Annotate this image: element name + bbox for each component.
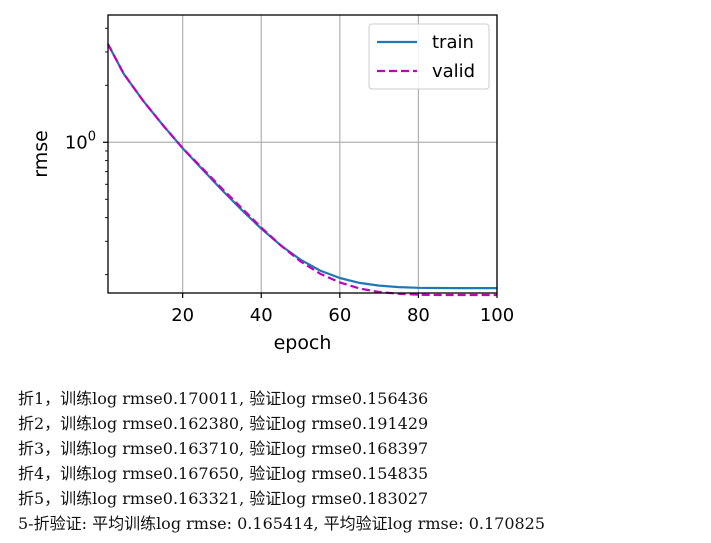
x-tick-label-20: 20 — [171, 305, 194, 326]
rmse-chart: 20 40 60 80 100 100 epoch rmse train valid — [30, 14, 514, 354]
log-line-fold-4: 折4，训练log rmse0.167650, 验证log rmse0.15483… — [18, 464, 429, 483]
log-line-fold-5: 折5，训练log rmse0.163321, 验证log rmse0.18302… — [18, 489, 429, 508]
x-tick-label-60: 60 — [328, 305, 351, 326]
legend-label-train: train — [432, 32, 474, 53]
log-line-fold-1: 折1，训练log rmse0.170011, 验证log rmse0.15643… — [18, 389, 429, 408]
y-tick-layer: 100 — [65, 27, 108, 276]
x-tick-label-100: 100 — [480, 305, 514, 326]
log-line-fold-3: 折3，训练log rmse0.163710, 验证log rmse0.16839… — [18, 439, 429, 458]
y-axis-label: rmse — [30, 130, 52, 178]
x-tick-label-80: 80 — [407, 305, 430, 326]
x-tick-layer: 20 40 60 80 100 — [171, 293, 514, 326]
legend-label-valid: valid — [432, 61, 475, 82]
legend-box — [368, 23, 490, 90]
x-tick-label-40: 40 — [250, 305, 273, 326]
x-axis-label: epoch — [274, 332, 332, 354]
plot-frame — [107, 14, 498, 294]
log-line-summary: 5-折验证: 平均训练log rmse: 0.165414, 平均验证log r… — [18, 514, 546, 533]
training-log: 折1，训练log rmse0.170011, 验证log rmse0.15643… — [18, 386, 545, 536]
y-tick-label-1: 100 — [65, 129, 96, 153]
legend: train valid — [368, 23, 490, 90]
log-line-fold-2: 折2，训练log rmse0.162380, 验证log rmse0.19142… — [18, 414, 429, 433]
series-layer — [107, 43, 497, 297]
series-line-valid — [107, 43, 497, 297]
